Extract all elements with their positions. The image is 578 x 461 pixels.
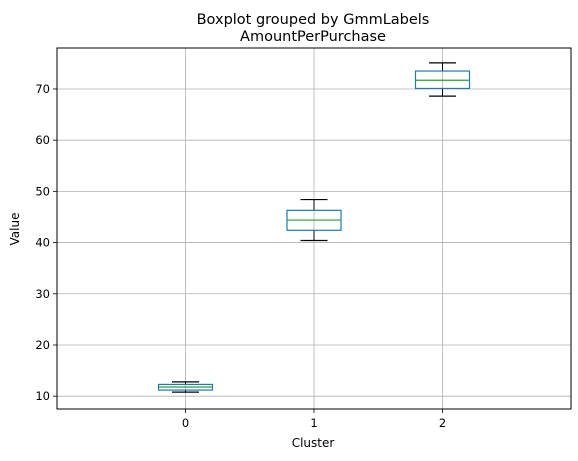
box-group	[157, 381, 214, 393]
x-axis-label: Cluster	[292, 436, 335, 450]
y-tick-label: 10	[35, 389, 50, 403]
chart-suptitle: Boxplot grouped by GmmLabels	[197, 12, 430, 28]
y-tick-label: 30	[35, 287, 50, 301]
box-group	[414, 62, 471, 97]
y-axis-label: Value	[8, 213, 22, 246]
grid-lines	[57, 48, 571, 409]
y-tick-label: 20	[35, 338, 50, 352]
box-series	[157, 62, 471, 393]
x-tick-label: 1	[310, 416, 317, 430]
y-tick-label: 40	[35, 236, 50, 250]
box-group	[286, 198, 342, 242]
y-tick-label: 50	[35, 184, 50, 198]
y-axis: 10 20 30 40 50 60 70	[35, 82, 57, 403]
chart-title: AmountPerPurchase	[240, 29, 386, 45]
x-axis: 0 1 2	[182, 409, 446, 430]
y-tick-label: 60	[35, 133, 50, 147]
x-tick-label: 2	[439, 416, 446, 430]
x-tick-label: 0	[182, 416, 189, 430]
y-tick-label: 70	[35, 82, 50, 96]
